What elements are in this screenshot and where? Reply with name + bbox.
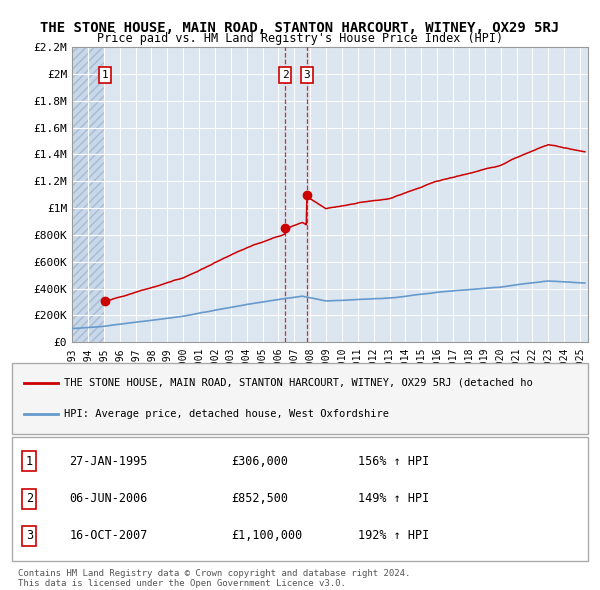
Text: 27-JAN-1995: 27-JAN-1995 (70, 455, 148, 468)
Text: 3: 3 (26, 529, 33, 542)
Text: 149% ↑ HPI: 149% ↑ HPI (358, 492, 429, 505)
Text: Contains HM Land Registry data © Crown copyright and database right 2024.: Contains HM Land Registry data © Crown c… (18, 569, 410, 578)
Text: 1: 1 (26, 455, 33, 468)
Text: 06-JUN-2006: 06-JUN-2006 (70, 492, 148, 505)
Text: This data is licensed under the Open Government Licence v3.0.: This data is licensed under the Open Gov… (18, 579, 346, 588)
Text: THE STONE HOUSE, MAIN ROAD, STANTON HARCOURT, WITNEY, OX29 5RJ: THE STONE HOUSE, MAIN ROAD, STANTON HARC… (40, 21, 560, 35)
Text: £306,000: £306,000 (231, 455, 288, 468)
Bar (72, 47, 105, 342)
Text: THE STONE HOUSE, MAIN ROAD, STANTON HARCOURT, WITNEY, OX29 5RJ (detached ho: THE STONE HOUSE, MAIN ROAD, STANTON HARC… (64, 378, 533, 388)
Text: £852,500: £852,500 (231, 492, 288, 505)
Text: 2: 2 (282, 70, 289, 80)
Text: 3: 3 (304, 70, 310, 80)
FancyBboxPatch shape (12, 437, 588, 560)
Text: 2: 2 (26, 492, 33, 505)
FancyBboxPatch shape (12, 363, 588, 434)
Text: 16-OCT-2007: 16-OCT-2007 (70, 529, 148, 542)
Text: HPI: Average price, detached house, West Oxfordshire: HPI: Average price, detached house, West… (64, 409, 389, 419)
Text: 1: 1 (101, 70, 108, 80)
Text: Price paid vs. HM Land Registry's House Price Index (HPI): Price paid vs. HM Land Registry's House … (97, 32, 503, 45)
Text: 156% ↑ HPI: 156% ↑ HPI (358, 455, 429, 468)
Text: 192% ↑ HPI: 192% ↑ HPI (358, 529, 429, 542)
Text: £1,100,000: £1,100,000 (231, 529, 302, 542)
